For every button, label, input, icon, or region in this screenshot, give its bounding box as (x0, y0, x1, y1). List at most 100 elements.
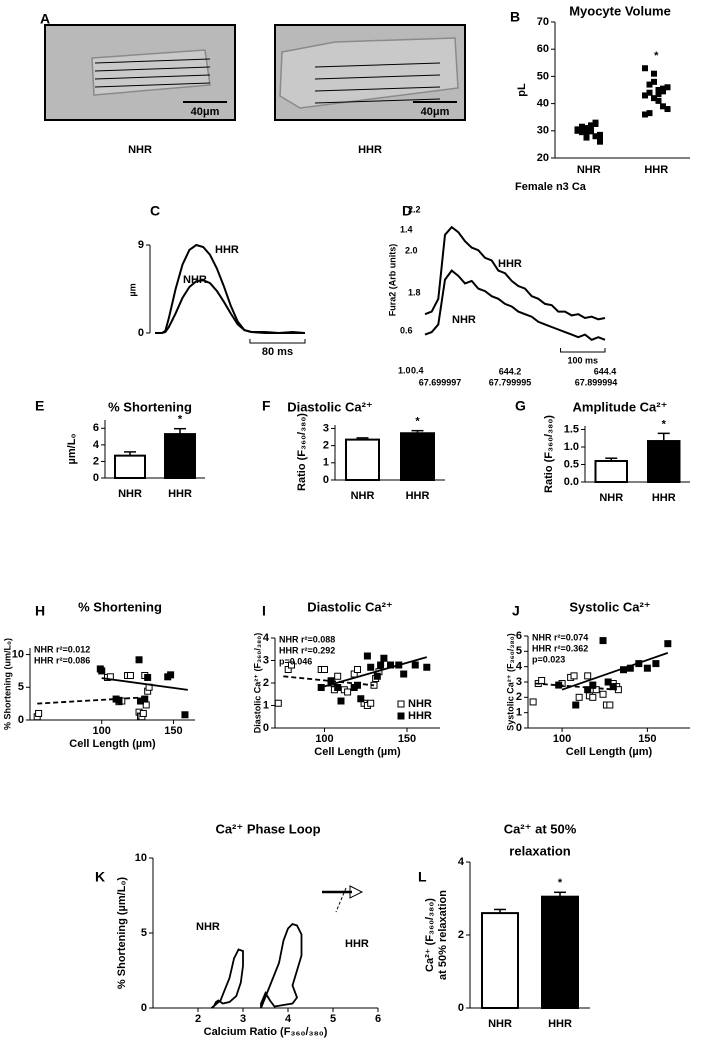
point (144, 673, 152, 681)
chart-title: Ca²⁺ at 50% (504, 821, 577, 836)
y-axis-label: Ca²⁺ (F₃₆₀/₃₈₀) (424, 898, 436, 972)
x-tick-label: 4 (285, 1013, 292, 1025)
y-axis-label: at 50% relaxation (437, 890, 449, 980)
y-tick-label: 6 (93, 422, 99, 434)
chart-title: Amplitude Ca²⁺ (573, 399, 668, 414)
annotation: p=0.023 (532, 654, 565, 664)
point (664, 640, 672, 648)
point (555, 681, 563, 689)
y-tick-label: 3 (516, 676, 522, 688)
point (589, 681, 597, 689)
point (363, 652, 371, 660)
panel-letter: C (150, 203, 160, 219)
x-tick-label: HHR (644, 164, 668, 176)
x-tick-label: 150 (638, 733, 656, 745)
point (583, 125, 590, 132)
point (652, 660, 660, 668)
y-tick-label: 0 (138, 327, 144, 339)
y-tick-label: 40 (537, 98, 549, 110)
x-tick-label: 100 (315, 733, 333, 745)
point (572, 701, 580, 709)
annotation: NHR r²=0.074 (532, 632, 588, 642)
panel-letter: I (262, 603, 266, 619)
significance: * (654, 50, 659, 62)
panel-letter: L (418, 869, 427, 885)
point (584, 686, 592, 694)
point (337, 697, 345, 705)
point (288, 661, 295, 669)
x-axis-label: Calcium Ratio (F₃₆₀/₃₈₀) (204, 1026, 328, 1038)
annotation: HHR r²=0.362 (532, 643, 588, 653)
striation (314, 74, 441, 80)
series-label: HHR (215, 244, 239, 256)
y-axis-label: pL (516, 83, 528, 97)
series-label: NHR (452, 314, 476, 326)
loop (260, 922, 303, 1009)
legend-swatch (397, 700, 405, 708)
trace (155, 243, 306, 335)
x-tick-label: 6 (375, 1013, 381, 1025)
y-axis-label: Diastolic Ca²⁺ (F₃₆₀/₃₈₀) (252, 633, 262, 734)
y-tick-label: 0.5 (564, 458, 579, 470)
scale-bar (560, 348, 606, 353)
point (651, 95, 657, 102)
point (579, 129, 585, 136)
x-axis-label: Cell Length (µm) (314, 746, 401, 758)
image-label: HHR (358, 144, 382, 156)
y-tick-label: 5 (18, 681, 24, 693)
point (115, 696, 123, 704)
point (529, 698, 537, 706)
point (599, 690, 607, 698)
point (344, 688, 352, 696)
y-tick-label: 1 (516, 707, 522, 719)
point (660, 103, 666, 110)
point (643, 664, 651, 672)
point (575, 693, 583, 701)
fit-line (37, 696, 150, 705)
x-axis-label: Cell Length (µm) (69, 738, 156, 750)
point (181, 711, 189, 719)
point (646, 110, 653, 117)
point (655, 87, 662, 93)
significance: * (415, 416, 420, 428)
panel-letter: K (95, 869, 105, 885)
scale-bar-label: 100 ms (568, 355, 599, 365)
y-tick-label: 30 (537, 125, 549, 137)
axis-label: 1.0 (398, 365, 411, 375)
panel-letter: E (35, 398, 44, 414)
y-tick-label: 6 (516, 630, 522, 642)
y-tick-label: 4 (458, 856, 465, 868)
point (584, 672, 592, 680)
series-label: NHR (196, 921, 220, 933)
point (354, 681, 361, 689)
y-tick-label: 0 (516, 722, 522, 734)
point (574, 126, 581, 133)
y-tick-label: 1.0 (564, 441, 579, 453)
x-tick-label: 100 (553, 733, 571, 745)
point (411, 661, 419, 669)
trace (424, 269, 606, 341)
y-tick-label: 0 (93, 472, 99, 484)
point (583, 134, 590, 141)
panel-letter: D (402, 203, 412, 219)
point (589, 693, 597, 701)
point (538, 676, 546, 684)
point (588, 122, 594, 129)
y-axis-label: % Shortening (um/L₀) (2, 638, 12, 730)
point (274, 699, 282, 707)
point (126, 671, 134, 679)
striation (94, 74, 211, 80)
point (321, 666, 328, 673)
x-tick-label: NHR (351, 490, 375, 502)
series-label: HHR (345, 938, 369, 950)
y-axis-label: Ratio (F₃₆₀/₃₈₀) (296, 413, 308, 491)
point (317, 684, 325, 691)
x-tick-label: 5 (330, 1013, 336, 1025)
point (599, 637, 607, 645)
x-tick-label: NHR (577, 164, 601, 176)
series-label: NHR (183, 274, 207, 286)
chart-title: relaxation (509, 843, 570, 858)
y-tick-label: 2 (516, 691, 522, 703)
point (592, 133, 599, 140)
